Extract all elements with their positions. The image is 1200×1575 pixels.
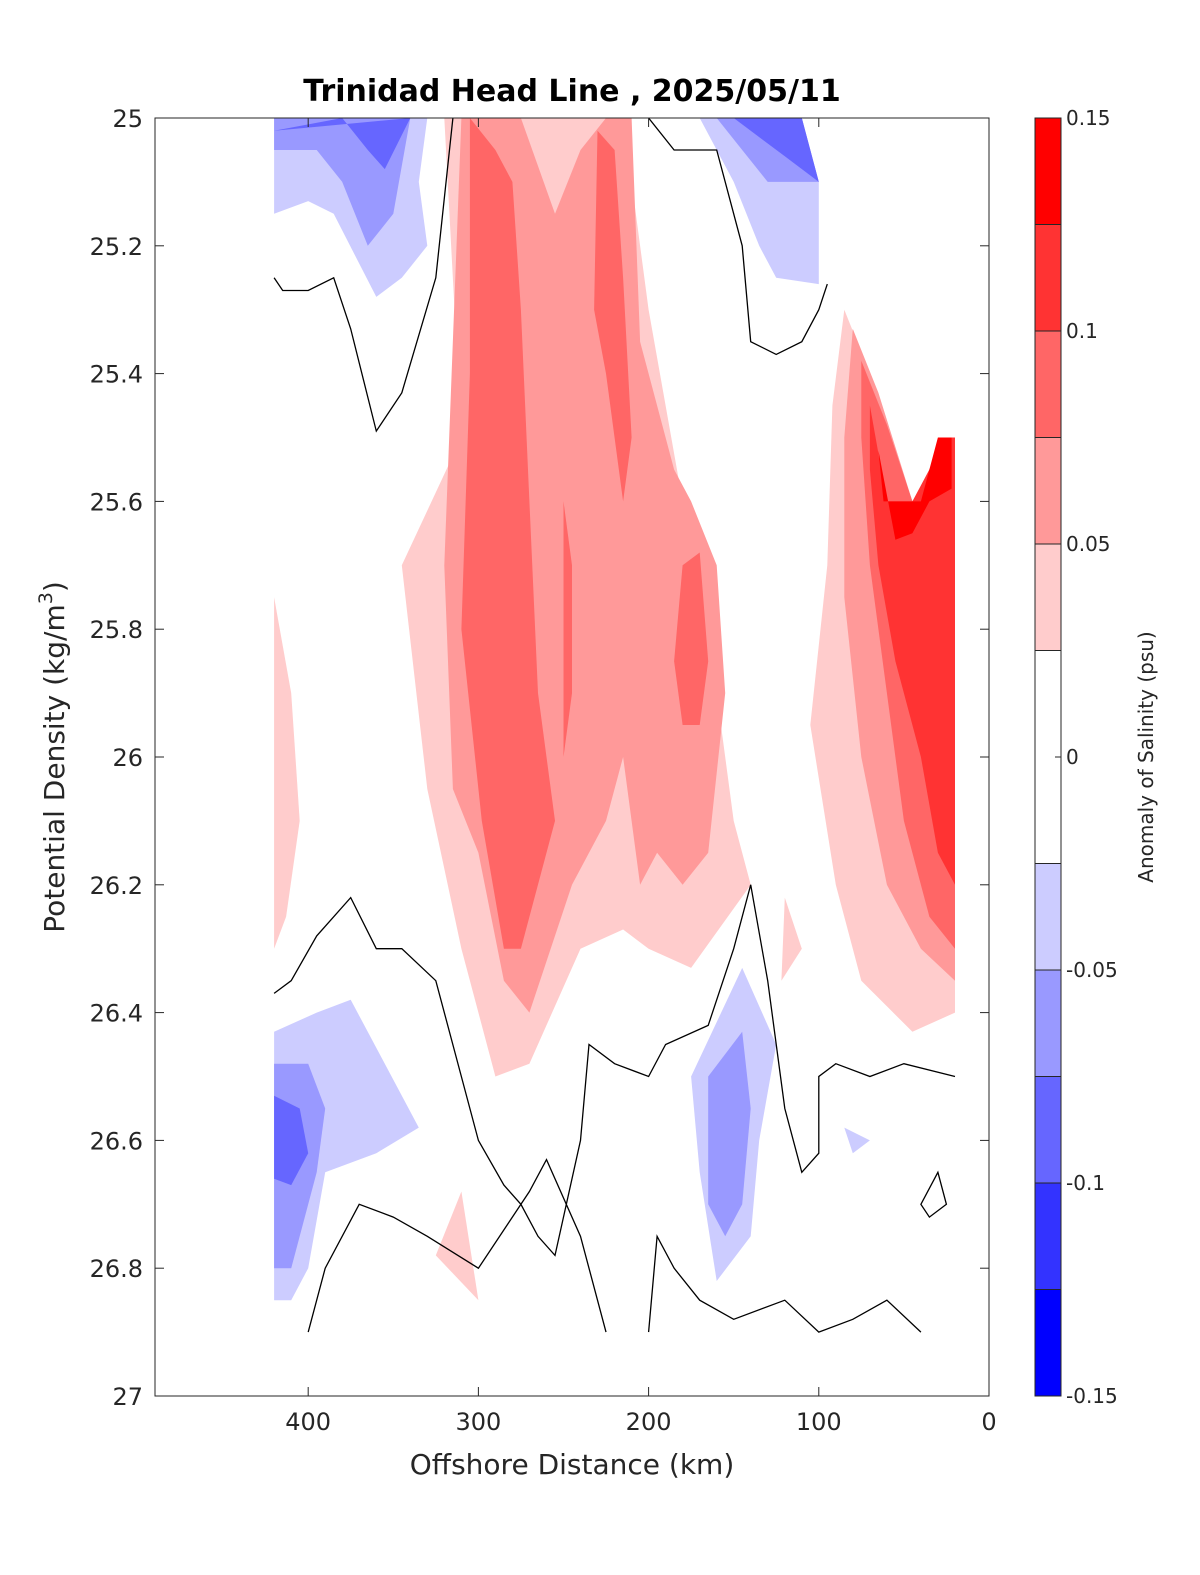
colorbar-title: Anomaly of Salinity (psu) xyxy=(1134,631,1158,882)
y-tick-label: 25.2 xyxy=(90,233,143,261)
x-tick-label: 300 xyxy=(455,1408,501,1436)
colorbar-band xyxy=(1035,437,1061,544)
y-tick-label: 25 xyxy=(112,105,143,133)
colorbar: 0.15 0.1 0.05 0 -0.05 -0.1 -0.15 xyxy=(1034,106,1118,1408)
contour-region-pos-5 xyxy=(563,501,572,757)
colorbar-tick-label: 0.15 xyxy=(1066,106,1111,130)
contour-region-pos-3 xyxy=(594,130,632,502)
contour-region-pos-13 xyxy=(781,897,802,981)
contour-region-pos-12 xyxy=(435,1191,479,1301)
colorbar-band xyxy=(1035,1076,1061,1183)
y-tick-label: 25.6 xyxy=(90,488,143,516)
contour-region-pos-11 xyxy=(274,597,300,949)
zero-contour-line-4 xyxy=(647,1234,922,1333)
y-tick-label: 25.4 xyxy=(90,361,143,389)
colorbar-band xyxy=(1035,331,1061,438)
colorbar-tick-label: -0.15 xyxy=(1066,1384,1118,1408)
y-tick-label: 26.6 xyxy=(90,1127,143,1155)
y-axis-title-unit-exponent: 3 xyxy=(35,592,57,604)
contour-region-neg-24 xyxy=(708,1031,751,1237)
contour-region-neg-25 xyxy=(844,1127,870,1154)
y-tick-label: 26.2 xyxy=(90,872,143,900)
y-tick-label: 27 xyxy=(112,1383,143,1411)
zero-contour-line-0 xyxy=(273,118,454,433)
zero-contour-lines xyxy=(273,118,956,1333)
y-tick-label: 25.8 xyxy=(90,616,143,644)
colorbar-tick-label: 0.1 xyxy=(1066,319,1098,343)
x-axis-title: Offshore Distance (km) xyxy=(410,1448,735,1481)
colorbar-band xyxy=(1035,863,1061,970)
colorbar-band xyxy=(1035,1289,1061,1396)
colorbar-band xyxy=(1035,224,1061,331)
colorbar-band xyxy=(1035,970,1061,1077)
zero-contour-line-2 xyxy=(273,884,956,1257)
colorbar-band xyxy=(1035,1183,1061,1290)
y-axis-title: Potential Density (kg/m3) xyxy=(35,581,71,933)
y-tick-label: 26 xyxy=(112,744,143,772)
filled-contours xyxy=(274,118,955,1301)
contour-region-pos-2 xyxy=(461,118,555,949)
colorbar-tick-label: -0.1 xyxy=(1066,1171,1105,1195)
x-tick-label: 200 xyxy=(626,1408,672,1436)
x-tick-label: 100 xyxy=(796,1408,842,1436)
x-tick-label: 0 xyxy=(981,1408,996,1436)
y-tick-label: 26.4 xyxy=(90,1000,143,1028)
plot-area: 400 300 200 100 0 25 25.2 25.4 25.6 25.8 26 26.2 26.… xyxy=(90,105,997,1436)
contour-region-pos-10 xyxy=(878,437,952,540)
y-tick-label: 26.8 xyxy=(90,1255,143,1283)
colorbar-tick-label: -0.05 xyxy=(1066,958,1118,982)
contour-region-neg-16 xyxy=(274,118,411,170)
zero-contour-line-1 xyxy=(648,118,828,356)
colorbar-tick-label: 0.05 xyxy=(1066,532,1111,556)
y-axis-title-close: ) xyxy=(38,581,71,592)
y-axis-title-main: Potential Density (kg/m xyxy=(38,604,71,933)
contour-region-pos-9 xyxy=(869,405,955,885)
x-tick-label: 400 xyxy=(285,1408,331,1436)
contour-region-pos-4 xyxy=(674,552,709,725)
contour-region-neg-19 xyxy=(733,118,819,182)
colorbar-band xyxy=(1035,544,1061,651)
colorbar-tick-label: 0 xyxy=(1066,745,1079,769)
colorbar-band xyxy=(1035,118,1061,225)
zero-contour-line-3 xyxy=(307,1158,607,1333)
contour-region-neg-22 xyxy=(274,1095,309,1186)
chart-title: Trinidad Head Line , 2025/05/11 xyxy=(303,74,840,109)
zero-contour-line-5 xyxy=(920,1170,948,1219)
